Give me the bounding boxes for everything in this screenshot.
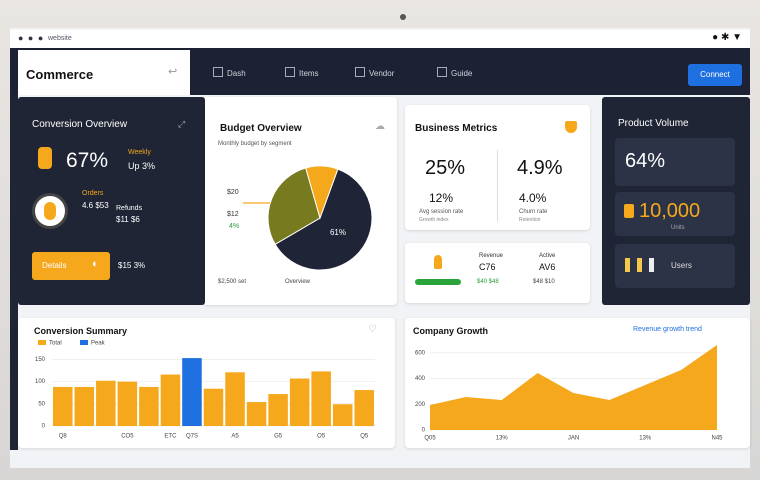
nav-icon bbox=[285, 67, 295, 77]
card-footer: $2,500 set bbox=[218, 279, 247, 285]
row-label: Refunds bbox=[116, 205, 143, 212]
browser-bar: ● ● ● website ● ✱ ▼ bbox=[10, 30, 750, 48]
nav-label: Items bbox=[299, 69, 319, 78]
window-icons: ● ✱ ▼ bbox=[712, 32, 742, 43]
legend-note: Revenue growth trend bbox=[633, 326, 702, 333]
nav-item[interactable]: Vendor bbox=[355, 67, 394, 78]
lock-icon bbox=[38, 147, 52, 169]
nav-label: Dash bbox=[227, 69, 246, 78]
nav-label: Guide bbox=[451, 69, 473, 78]
metric-value: 4.9% bbox=[517, 157, 563, 179]
volume-value: 10,000 bbox=[639, 200, 701, 222]
avatar bbox=[32, 193, 68, 229]
card-title: Product Volume bbox=[618, 118, 689, 129]
side-label: 4% bbox=[229, 223, 240, 230]
item-value: AV6 bbox=[539, 262, 556, 272]
item-value: C76 bbox=[479, 262, 496, 272]
metric-label: Retention bbox=[519, 217, 541, 223]
nav-icon bbox=[213, 67, 223, 77]
card-icon: ♡ bbox=[368, 324, 377, 335]
stat-note: Up 3% bbox=[128, 161, 156, 171]
row-value: 4.6 $53 bbox=[82, 201, 109, 210]
card-icon: ⤢ bbox=[178, 119, 186, 129]
volume-icon bbox=[624, 204, 634, 218]
nav-label: Vendor bbox=[369, 69, 395, 78]
volume-card: Product Volume 64% 10,000 Units Users bbox=[602, 97, 750, 305]
mini-card: Revenue C76 Active AV6 $40 $48 $48 $10 bbox=[405, 243, 590, 303]
metric-value: 12% bbox=[429, 191, 454, 205]
button-label: Details bbox=[42, 261, 67, 270]
card-footer: Overview bbox=[285, 279, 311, 285]
card-title: Conversion Summary bbox=[34, 326, 128, 336]
brand-box: Commerce ↩ bbox=[18, 50, 190, 95]
window-dots: ● ● ● bbox=[18, 33, 45, 43]
volume-box: Users bbox=[615, 244, 735, 288]
button-note: $15 3% bbox=[118, 261, 146, 270]
volume-box: 10,000 Units bbox=[615, 192, 735, 236]
volume-value: 64% bbox=[625, 150, 666, 172]
metric-label: Avg session rate bbox=[419, 209, 464, 215]
card-icon: ☁ bbox=[375, 121, 385, 132]
metric-label: Growth index bbox=[419, 217, 449, 223]
volume-icon bbox=[637, 258, 642, 272]
volume-icon bbox=[649, 258, 654, 272]
item-footer: $48 $10 bbox=[533, 279, 555, 285]
window-title: website bbox=[48, 35, 72, 42]
side-strip bbox=[10, 95, 18, 450]
stat-note: Weekly bbox=[128, 149, 151, 156]
brand: Commerce bbox=[26, 67, 94, 82]
nav-icon bbox=[355, 67, 365, 77]
camera bbox=[400, 14, 406, 20]
volume-icon bbox=[625, 258, 630, 272]
nav-item[interactable]: Guide bbox=[437, 67, 472, 78]
card-title: Business Metrics bbox=[415, 123, 498, 134]
card-subtitle: Monthly budget by segment bbox=[218, 141, 292, 147]
volume-box: 64% bbox=[615, 138, 735, 186]
item-label: Revenue bbox=[479, 253, 504, 259]
volume-label: Users bbox=[671, 261, 692, 270]
progress-bar bbox=[415, 279, 461, 285]
bar-card: Conversion Summary ♡ bbox=[18, 318, 395, 448]
button-label: Connect bbox=[700, 70, 730, 79]
card-title: Budget Overview bbox=[220, 123, 302, 134]
metric-label: Churn rate bbox=[519, 209, 548, 215]
divider bbox=[497, 150, 498, 222]
details-button[interactable]: Details ◐ bbox=[32, 252, 110, 280]
connect-button[interactable]: Connect bbox=[688, 64, 742, 86]
brand-icon: ↩ bbox=[168, 66, 178, 78]
flame-icon bbox=[434, 255, 442, 269]
volume-label: Units bbox=[671, 225, 685, 231]
side-label: $12 bbox=[227, 211, 239, 218]
item-label: Active bbox=[539, 253, 556, 259]
stat: 67% bbox=[66, 149, 109, 172]
shield-icon bbox=[565, 121, 577, 133]
metric-value: 4.0% bbox=[519, 191, 547, 205]
metric-value: 25% bbox=[425, 157, 466, 179]
side-label: $20 bbox=[227, 189, 239, 196]
row-value: $11 $6 bbox=[116, 215, 140, 224]
nav-item[interactable]: Dash bbox=[213, 67, 246, 78]
nav-icon bbox=[437, 67, 447, 77]
metrics-card: Business Metrics 25% 4.9% 12% Avg sessio… bbox=[405, 105, 590, 230]
row-label: Orders bbox=[82, 190, 104, 197]
area-card: Company Growth Revenue growth trend bbox=[405, 318, 750, 448]
pie-card: Budget Overview ☁ Monthly budget by segm… bbox=[205, 97, 397, 305]
nav-item[interactable]: Items bbox=[285, 67, 319, 78]
card-title: Conversion Overview bbox=[32, 119, 128, 130]
conversion-card: Conversion Overview ⤢ 67% Weekly Up 3% O… bbox=[18, 97, 205, 305]
button-icon: ◐ bbox=[92, 258, 99, 270]
item-footer: $40 $48 bbox=[477, 279, 499, 285]
card-title: Company Growth bbox=[413, 326, 489, 336]
